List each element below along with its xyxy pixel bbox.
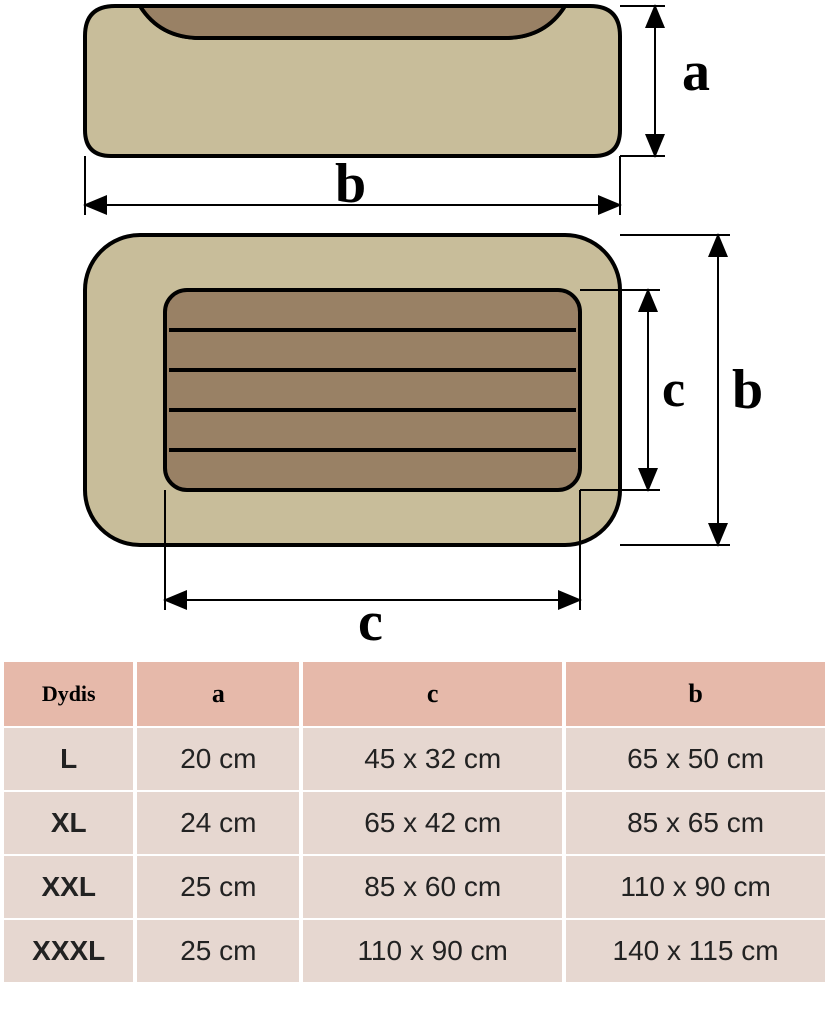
cell-size: XXL: [4, 856, 133, 918]
cell-c: 110 x 90 cm: [303, 920, 562, 982]
dimension-a: [620, 6, 665, 156]
cell-a: 25 cm: [137, 920, 299, 982]
cell-c: 65 x 42 cm: [303, 792, 562, 854]
header-dydis: Dydis: [4, 662, 133, 726]
side-view: [85, 6, 620, 156]
cell-b: 85 x 65 cm: [566, 792, 825, 854]
label-b-side: b: [335, 152, 366, 216]
table-row: L 20 cm 45 x 32 cm 65 x 50 cm: [4, 728, 825, 790]
label-c-horiz: c: [358, 590, 383, 654]
cell-c: 85 x 60 cm: [303, 856, 562, 918]
size-table: Dydis a c b L 20 cm 45 x 32 cm 65 x 50 c…: [0, 660, 829, 984]
cell-c: 45 x 32 cm: [303, 728, 562, 790]
cell-size: XL: [4, 792, 133, 854]
size-table-area: Dydis a c b L 20 cm 45 x 32 cm 65 x 50 c…: [0, 660, 829, 984]
cell-size: XXXL: [4, 920, 133, 982]
diagram-area: a b c b c: [0, 0, 829, 660]
header-a: a: [137, 662, 299, 726]
label-b-vert: b: [732, 358, 763, 422]
header-c: c: [303, 662, 562, 726]
cell-size: L: [4, 728, 133, 790]
table-row: XXL 25 cm 85 x 60 cm 110 x 90 cm: [4, 856, 825, 918]
cell-b: 110 x 90 cm: [566, 856, 825, 918]
table-row: XL 24 cm 65 x 42 cm 85 x 65 cm: [4, 792, 825, 854]
label-a: a: [682, 40, 710, 104]
cell-a: 24 cm: [137, 792, 299, 854]
cell-b: 140 x 115 cm: [566, 920, 825, 982]
cell-a: 20 cm: [137, 728, 299, 790]
table-header-row: Dydis a c b: [4, 662, 825, 726]
label-c-vert: c: [662, 360, 685, 419]
table-row: XXXL 25 cm 110 x 90 cm 140 x 115 cm: [4, 920, 825, 982]
header-b: b: [566, 662, 825, 726]
cell-a: 25 cm: [137, 856, 299, 918]
cell-b: 65 x 50 cm: [566, 728, 825, 790]
